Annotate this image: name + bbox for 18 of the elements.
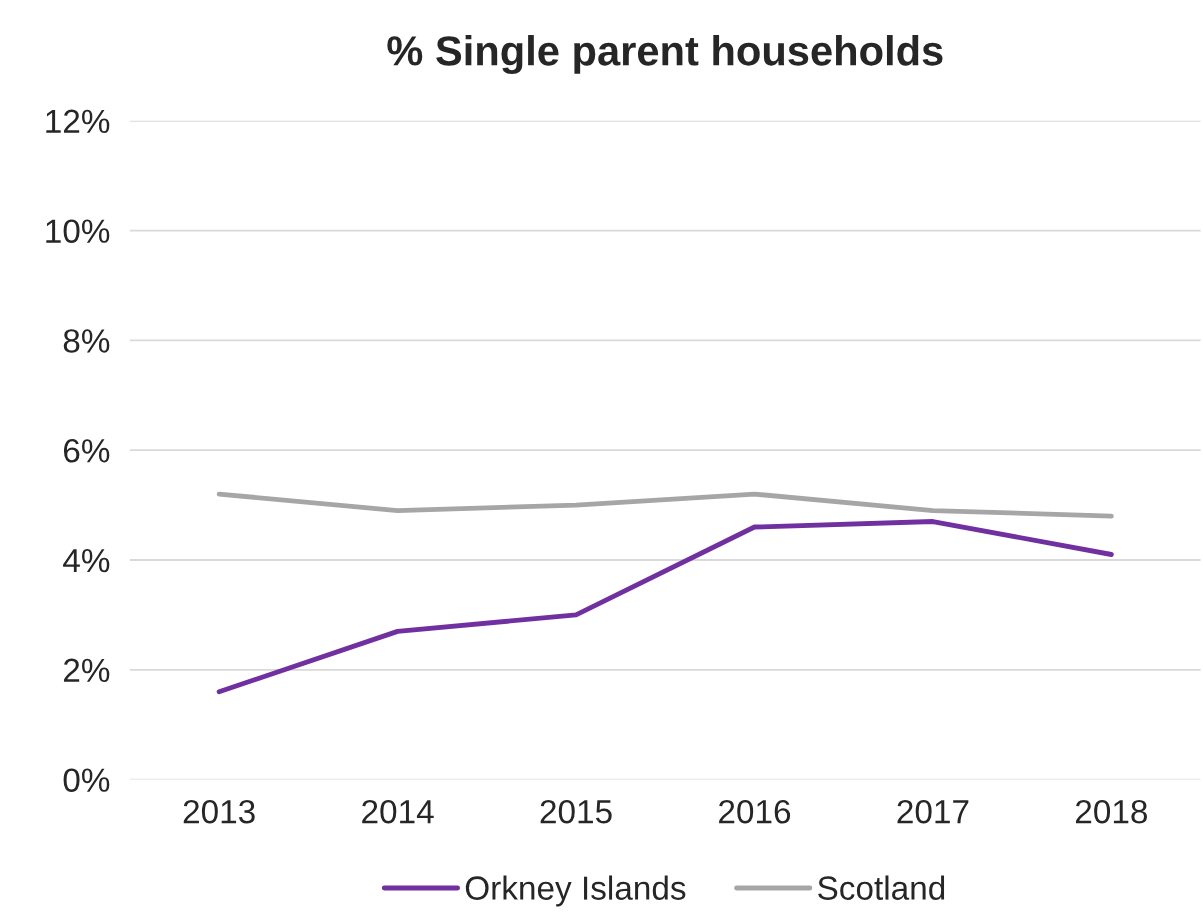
y-tick-label: 4% (63, 548, 110, 573)
y-tick-label: 6% (64, 438, 110, 463)
x-tick-label: 2016 (719, 799, 791, 824)
x-tick-label: 2014 (362, 799, 434, 824)
y-tick-label: 8% (63, 329, 110, 353)
legend-label: Orkney Islands (465, 875, 686, 907)
x-tick-label: 2018 (1075, 799, 1147, 824)
line-series (216, 491, 1114, 519)
y-tick-label: 0% (63, 768, 110, 792)
x-tick-label: 2013 (183, 799, 255, 824)
line-series (216, 519, 1114, 695)
y-tick-label: 2% (63, 658, 110, 683)
chart-title: % Single parent households (387, 35, 943, 75)
x-tick-label: 2017 (897, 799, 969, 824)
x-tick-label: 2015 (540, 799, 612, 824)
y-tick-label: 10% (46, 219, 110, 243)
y-tick-label: 12% (46, 109, 110, 134)
legend-label: Scotland (818, 875, 945, 900)
